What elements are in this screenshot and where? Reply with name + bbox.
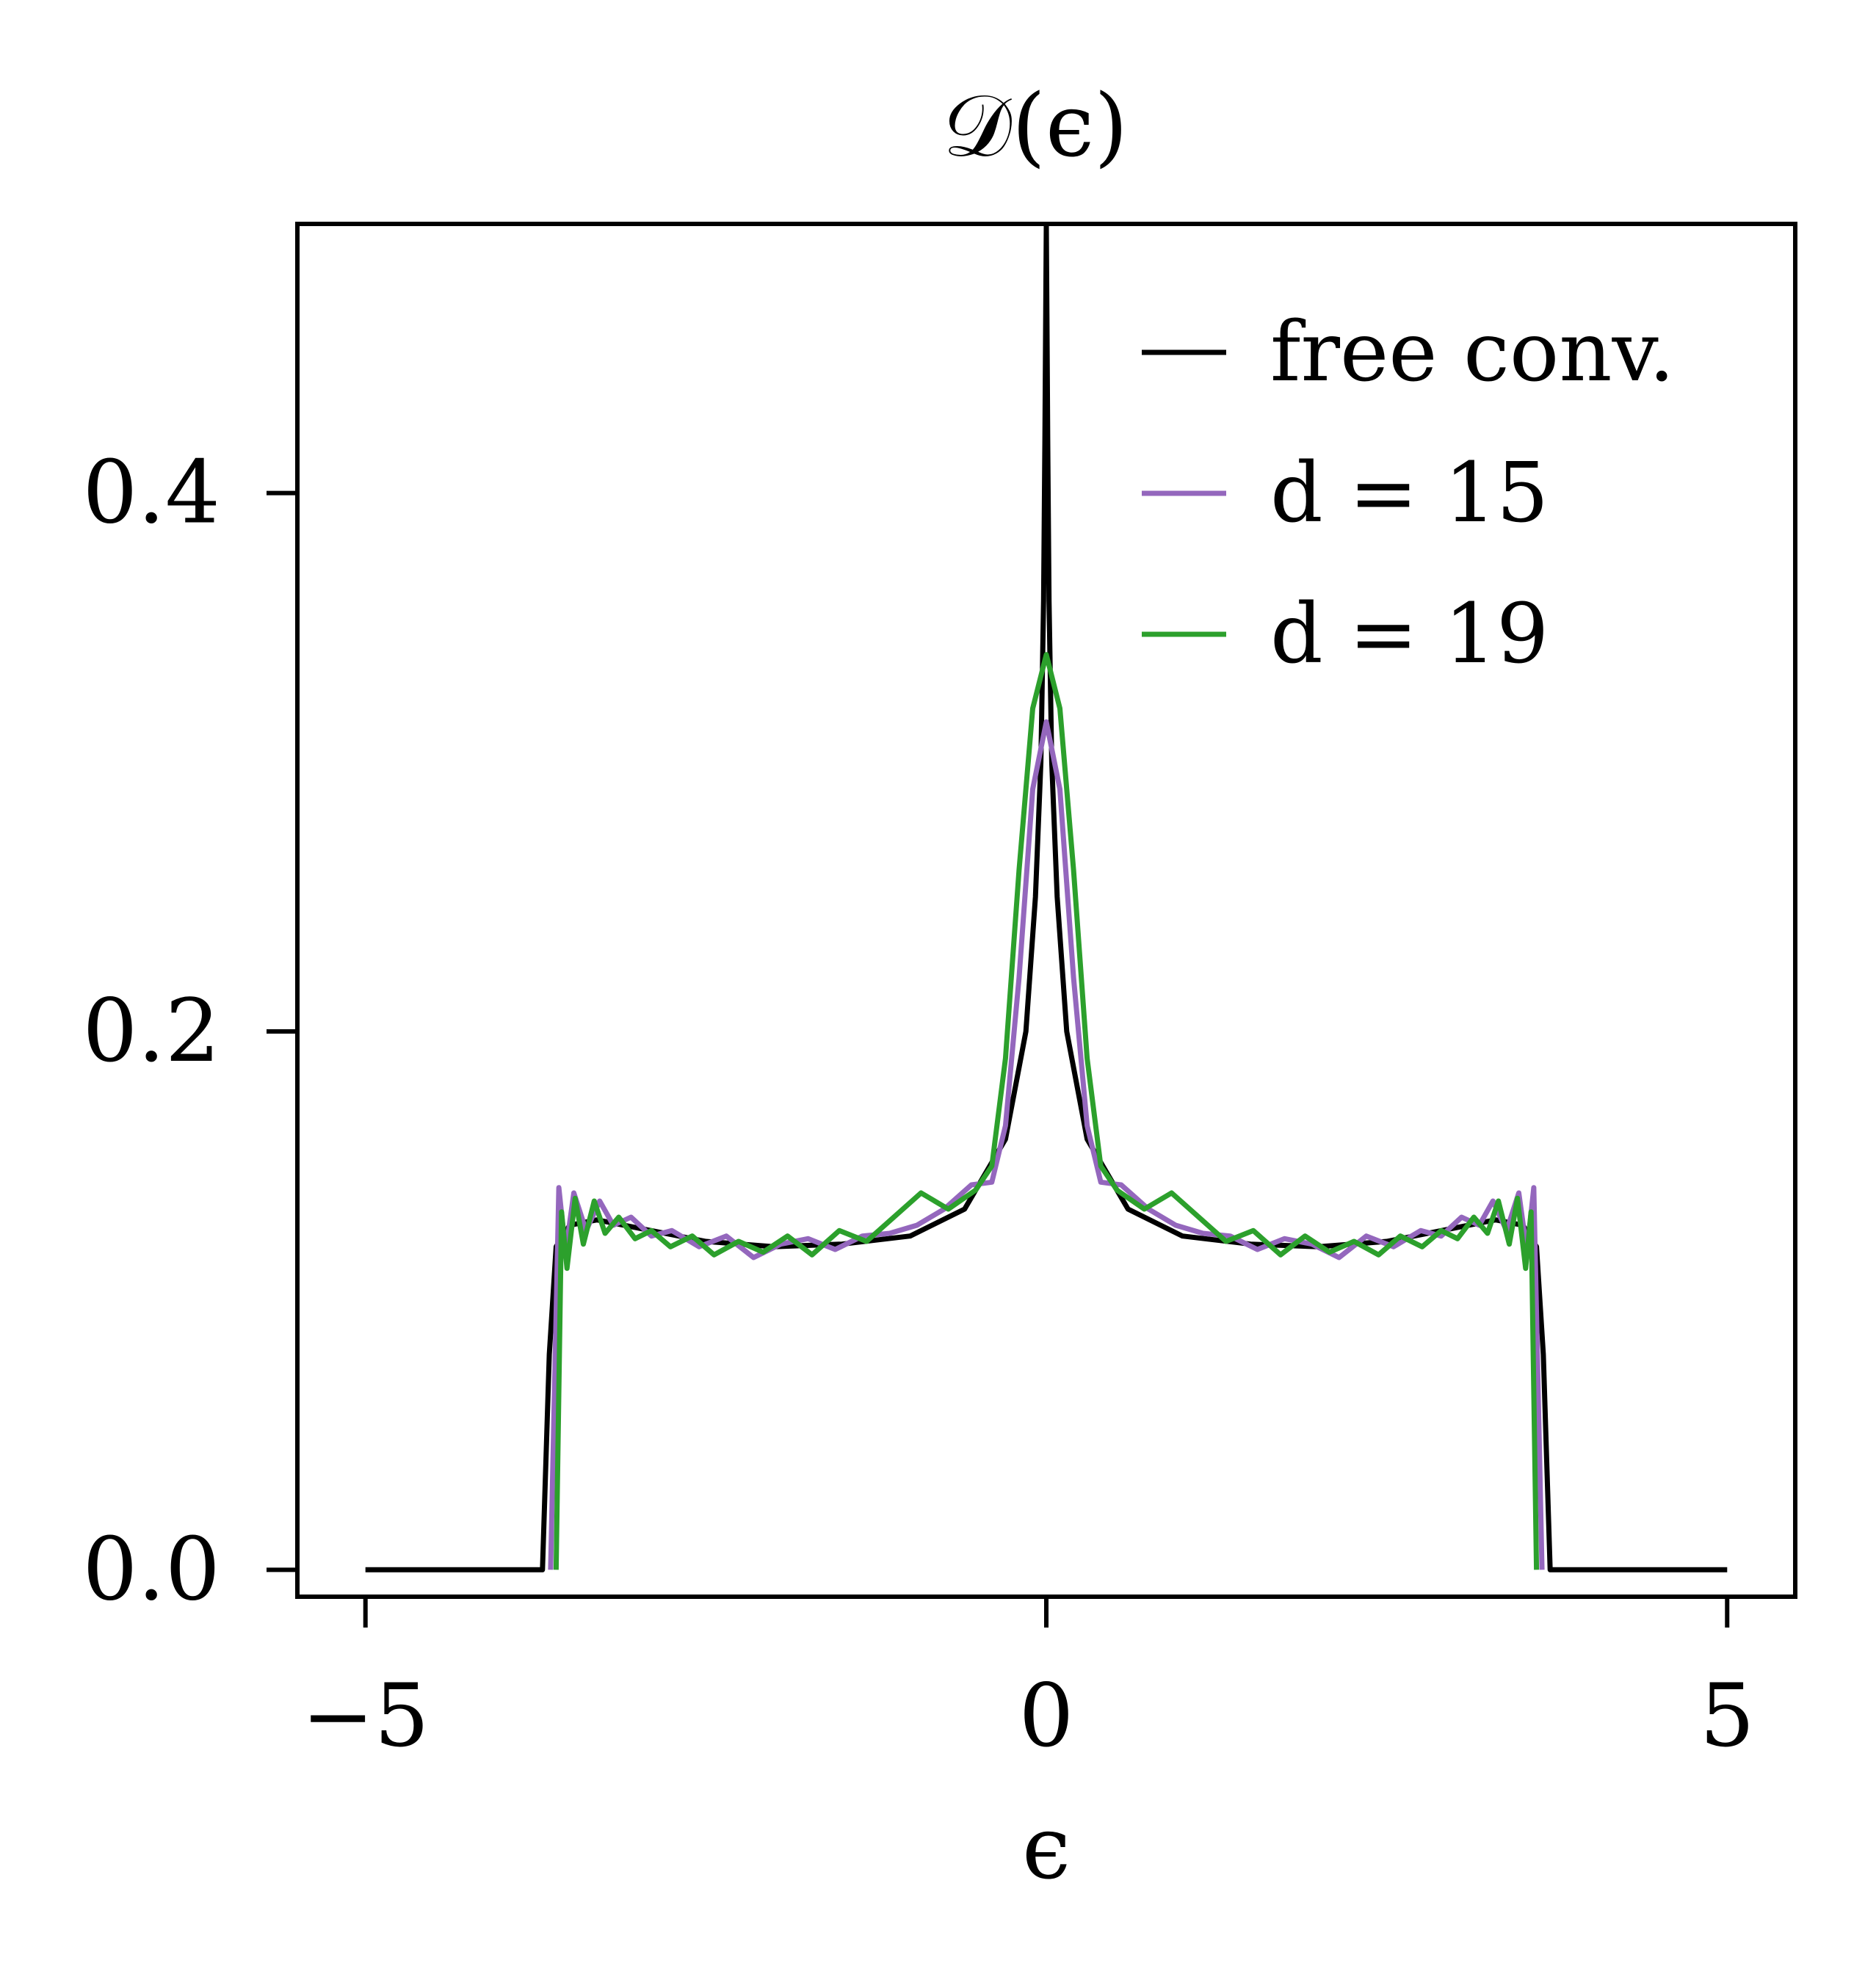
series-line-3 [553, 652, 1540, 1570]
legend-label-2: d = 15 [1270, 446, 1549, 541]
legend-label-3: d = 19 [1270, 587, 1549, 682]
x-tick-label: 0 [1018, 1665, 1073, 1766]
legend-label-1: free conv. [1270, 305, 1675, 400]
y-tick-label: 0.2 [82, 980, 220, 1081]
x-axis-label: ϵ [1022, 1797, 1071, 1898]
x-axis-ticks: −5 0 5 [302, 1597, 1755, 1766]
x-tick-label: −5 [302, 1665, 430, 1766]
legend: free conv. d = 15 d = 19 [1142, 305, 1675, 682]
chart-title: 𝒟(ϵ) [943, 75, 1128, 176]
series-line-1 [365, 224, 1728, 1572]
y-axis-ticks: 0.0 0.2 0.4 [82, 442, 297, 1619]
y-tick-label: 0.0 [82, 1518, 220, 1619]
y-tick-label: 0.4 [82, 442, 220, 543]
x-tick-label: 5 [1700, 1665, 1755, 1766]
series-line-2 [548, 719, 1545, 1570]
series-layer [365, 224, 1728, 1572]
